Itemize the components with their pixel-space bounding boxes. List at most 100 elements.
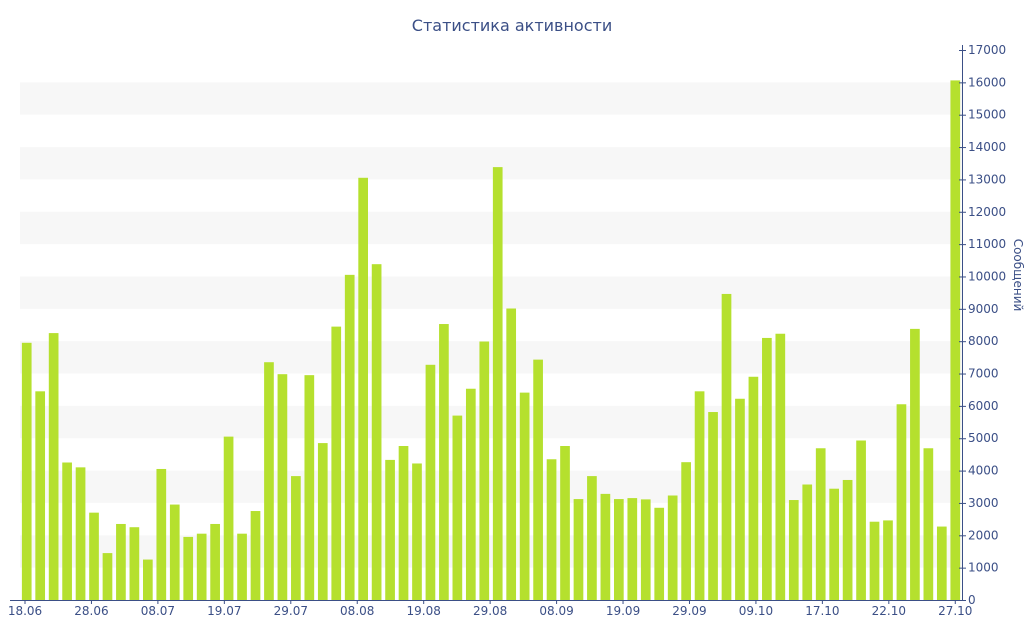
bar	[331, 326, 342, 600]
bar	[587, 476, 597, 600]
y-tick-label: 10000	[968, 269, 1006, 283]
bar	[533, 359, 543, 600]
bar	[48, 333, 59, 600]
y-tick-label: 6000	[968, 399, 999, 413]
bar	[560, 446, 570, 600]
x-tick-label: 22.10	[872, 604, 906, 618]
bar	[479, 341, 490, 600]
x-tick-label: 09.10	[739, 604, 773, 618]
bar-series	[21, 80, 961, 601]
x-tick-label: 29.09	[672, 604, 706, 618]
bar	[600, 493, 611, 600]
y-tick-label: 9000	[968, 302, 999, 316]
bar	[936, 526, 947, 600]
bar	[869, 521, 880, 600]
grid-bands	[20, 82, 962, 568]
y-axis-title: Сообщений	[1011, 239, 1024, 312]
bar	[627, 498, 638, 600]
bar	[788, 500, 799, 600]
bar	[156, 468, 167, 600]
bar	[89, 512, 99, 600]
y-tick-label: 2000	[968, 528, 999, 542]
bar	[129, 527, 140, 600]
bar	[910, 328, 920, 600]
y-tick-label: 16000	[968, 75, 1006, 89]
bar	[519, 392, 530, 600]
bar	[465, 388, 476, 600]
bar	[896, 404, 907, 600]
x-tick-label: 29.07	[274, 604, 308, 618]
bar	[183, 536, 194, 600]
bar	[62, 462, 72, 600]
bar	[640, 499, 651, 600]
bar	[735, 398, 745, 600]
bar	[237, 533, 247, 600]
bar	[748, 376, 759, 600]
y-tick-label: 0	[968, 593, 976, 607]
y-tick-label: 17000	[968, 43, 1006, 57]
y-tick-label: 14000	[968, 140, 1006, 154]
bar	[398, 446, 409, 600]
bar	[116, 523, 126, 600]
bar	[667, 495, 678, 600]
bar	[439, 324, 449, 600]
bar	[614, 499, 624, 600]
x-tick-label: 08.07	[141, 604, 175, 618]
chart-title: Статистика активности	[411, 16, 613, 35]
bar	[883, 520, 893, 600]
bar	[856, 440, 866, 600]
x-tick-label: 19.07	[207, 604, 241, 618]
bar	[546, 459, 557, 600]
bar	[344, 274, 355, 600]
bar	[829, 488, 839, 600]
bar	[802, 484, 813, 600]
y-tick-label: 1000	[968, 561, 999, 575]
bar	[721, 293, 732, 600]
bar	[425, 364, 436, 600]
y-tick-label: 12000	[968, 205, 1006, 219]
y-tick-label: 5000	[968, 431, 999, 445]
bar	[385, 459, 395, 600]
bar	[102, 553, 113, 600]
bar	[950, 80, 961, 600]
grid-band	[20, 82, 962, 115]
bar	[775, 333, 786, 600]
bar	[210, 523, 220, 600]
bar	[708, 412, 718, 600]
y-tick-label: 15000	[968, 108, 1006, 122]
grid-band	[20, 405, 962, 439]
x-tick-label: 29.08	[473, 604, 507, 618]
bar	[815, 448, 826, 600]
bar	[21, 342, 32, 600]
bar	[371, 264, 382, 600]
x-tick-label: 27.10	[938, 604, 972, 618]
bar	[492, 167, 503, 600]
x-tick-label: 08.09	[539, 604, 573, 618]
bar	[694, 391, 705, 600]
y-tick-label: 7000	[968, 367, 999, 381]
bar	[452, 415, 463, 600]
bar	[923, 448, 934, 600]
bar	[317, 443, 328, 600]
bar	[143, 559, 153, 600]
x-tick-label: 28.06	[74, 604, 108, 618]
bar	[250, 511, 261, 600]
bar	[277, 374, 288, 600]
bar	[762, 337, 772, 600]
bar	[654, 507, 665, 600]
axis-labels: 0 1000 2000 3000 4000 5000 6000 7000 8000 9000 100…	[8, 43, 1024, 618]
y-tick-label: 3000	[968, 496, 999, 510]
bar	[75, 467, 86, 600]
grid-band	[20, 276, 962, 309]
bar	[196, 533, 207, 600]
x-tick-label: 08.08	[340, 604, 374, 618]
bar	[291, 476, 301, 600]
y-tick-label: 13000	[968, 172, 1006, 186]
bar	[842, 479, 853, 600]
bar	[35, 391, 46, 600]
bar	[223, 436, 234, 600]
axes	[10, 45, 966, 604]
bar	[264, 362, 274, 600]
